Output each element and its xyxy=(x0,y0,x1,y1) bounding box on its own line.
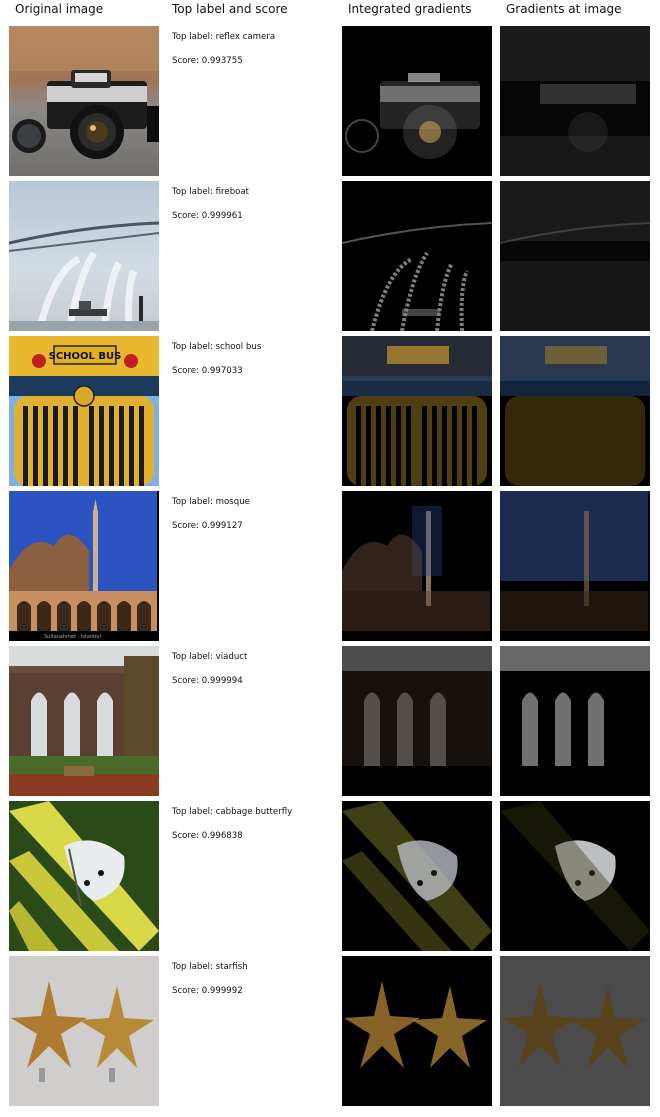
top-label-text: Top label: starfish xyxy=(172,962,248,972)
result-row-school-bus: SCHOOL BUS Top label: school bus Score: … xyxy=(0,336,660,486)
score-text: Score: 0.999994 xyxy=(172,675,243,686)
result-row-viaduct: Top label: viaduct Score: 0.999994 xyxy=(0,646,660,796)
prediction-info-cabbage-butterfly: Top label: cabbage butterfly Score: 0.99… xyxy=(172,808,292,840)
original-image-starfish xyxy=(9,956,159,1106)
header-integrated-gradients: Integrated gradients xyxy=(348,2,472,16)
gradients-at-image-starfish xyxy=(500,956,650,1106)
integrated-gradients-viaduct xyxy=(342,646,492,796)
prediction-info-fireboat: Top label: fireboat Score: 0.999961 xyxy=(172,188,249,220)
gradients-at-image-fireboat xyxy=(500,181,650,331)
result-row-mosque: Sultanahmet · İstanbul Top label: mosque… xyxy=(0,491,660,641)
result-row-reflex-camera: Top label: reflex camera Score: 0.993755 xyxy=(0,26,660,176)
integrated-gradients-cabbage-butterfly xyxy=(342,801,492,951)
score-text: Score: 0.999127 xyxy=(172,520,243,531)
school-bus-sign-text: SCHOOL BUS xyxy=(49,351,122,362)
integrated-gradients-school-bus xyxy=(342,336,492,486)
top-label-text: Top label: viaduct xyxy=(172,652,248,662)
original-image-cabbage-butterfly xyxy=(9,801,159,951)
result-row-fireboat: Top label: fireboat Score: 0.999961 xyxy=(0,181,660,331)
score-text: Score: 0.997033 xyxy=(172,365,243,376)
prediction-info-viaduct: Top label: viaduct Score: 0.999994 xyxy=(172,653,247,685)
top-label-text: Top label: cabbage butterfly xyxy=(172,807,293,817)
original-image-mosque: Sultanahmet · İstanbul xyxy=(9,491,159,641)
original-image-school-bus: SCHOOL BUS xyxy=(9,336,159,486)
top-label-text: Top label: school bus xyxy=(172,342,262,352)
gradients-at-image-cabbage-butterfly xyxy=(500,801,650,951)
score-text: Score: 0.993755 xyxy=(172,55,243,66)
result-row-cabbage-butterfly: Top label: cabbage butterfly Score: 0.99… xyxy=(0,801,660,951)
score-text: Score: 0.999961 xyxy=(172,210,243,221)
original-image-fireboat xyxy=(9,181,159,331)
integrated-gradients-reflex-camera xyxy=(342,26,492,176)
top-label-text: Top label: mosque xyxy=(172,497,250,507)
score-text: Score: 0.999992 xyxy=(172,985,243,996)
integrated-gradients-fireboat xyxy=(342,181,492,331)
prediction-info-reflex-camera: Top label: reflex camera Score: 0.993755 xyxy=(172,33,275,65)
mosque-caption-text: Sultanahmet · İstanbul xyxy=(44,633,101,640)
gradients-at-image-viaduct xyxy=(500,646,650,796)
integrated-gradients-starfish xyxy=(342,956,492,1106)
prediction-info-school-bus: Top label: school bus Score: 0.997033 xyxy=(172,343,261,375)
gradients-at-image-mosque xyxy=(500,491,650,641)
prediction-info-mosque: Top label: mosque Score: 0.999127 xyxy=(172,498,250,530)
header-original-image: Original image xyxy=(15,2,104,16)
top-label-text: Top label: fireboat xyxy=(172,187,250,197)
prediction-info-starfish: Top label: starfish Score: 0.999992 xyxy=(172,963,248,995)
gradients-at-image-school-bus xyxy=(500,336,650,486)
result-row-starfish: Top label: starfish Score: 0.999992 xyxy=(0,956,660,1106)
original-image-viaduct xyxy=(9,646,159,796)
original-image-reflex-camera xyxy=(9,26,159,176)
top-label-text: Top label: reflex camera xyxy=(172,32,276,42)
header-gradients-at-image: Gradients at image xyxy=(506,2,622,16)
integrated-gradients-mosque xyxy=(342,491,492,641)
header-top-label-and-score: Top label and score xyxy=(172,2,288,16)
score-text: Score: 0.996838 xyxy=(172,830,243,841)
gradients-at-image-reflex-camera xyxy=(500,26,650,176)
